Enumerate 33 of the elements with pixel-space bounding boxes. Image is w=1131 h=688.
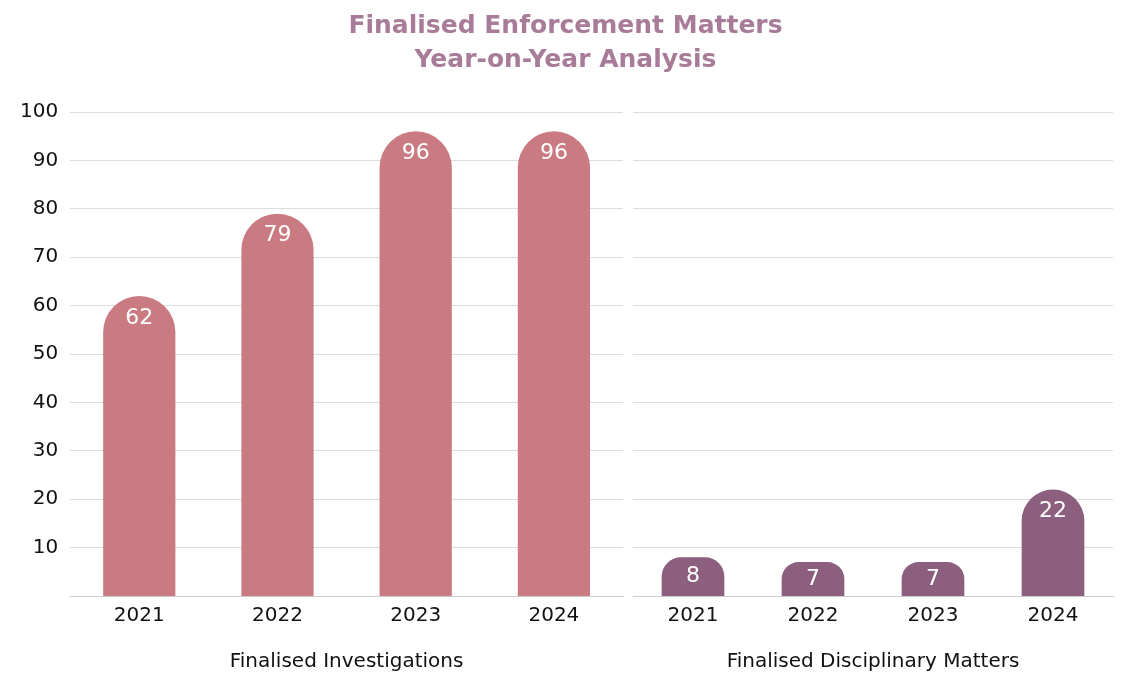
data-label: 22 xyxy=(1039,497,1067,523)
x-tick-label: 2024 xyxy=(528,602,580,627)
data-label: 62 xyxy=(125,303,154,329)
x-tick-label: 2023 xyxy=(907,602,959,627)
bar xyxy=(241,213,314,596)
x-axis-title: Finalised Disciplinary Matters xyxy=(726,648,1020,673)
data-label: 96 xyxy=(539,139,568,165)
bar xyxy=(103,295,176,596)
y-tick-label: 10 xyxy=(32,533,59,558)
y-tick-label: 70 xyxy=(32,243,59,268)
data-label: 7 xyxy=(926,564,940,590)
y-tick-label: 50 xyxy=(32,340,59,365)
x-tick-label: 2024 xyxy=(1027,602,1079,627)
data-label: 96 xyxy=(401,139,430,165)
data-label: 79 xyxy=(263,221,292,247)
y-tick-label: 20 xyxy=(32,485,59,510)
y-tick-label: 60 xyxy=(32,291,59,316)
x-tick-label: 2022 xyxy=(252,602,303,627)
x-axis-title: Finalised Investigations xyxy=(229,648,464,673)
y-tick-label: 100 xyxy=(19,98,59,123)
bar xyxy=(517,131,590,596)
data-label: 8 xyxy=(686,562,700,588)
x-tick-label: 2023 xyxy=(390,602,442,627)
data-label: 7 xyxy=(806,564,820,590)
y-tick-label: 80 xyxy=(32,195,59,219)
chart-title: Finalised Enforcement Matters Year-on-Year Analysis xyxy=(347,9,784,75)
x-tick-label: 2021 xyxy=(667,602,719,627)
y-tick-label: 90 xyxy=(32,146,59,171)
x-tick-label: 2021 xyxy=(113,602,165,627)
y-tick-label: 40 xyxy=(32,388,59,413)
y-tick-label: 30 xyxy=(32,437,59,461)
x-tick-label: 2022 xyxy=(787,602,839,627)
bar xyxy=(379,131,452,596)
